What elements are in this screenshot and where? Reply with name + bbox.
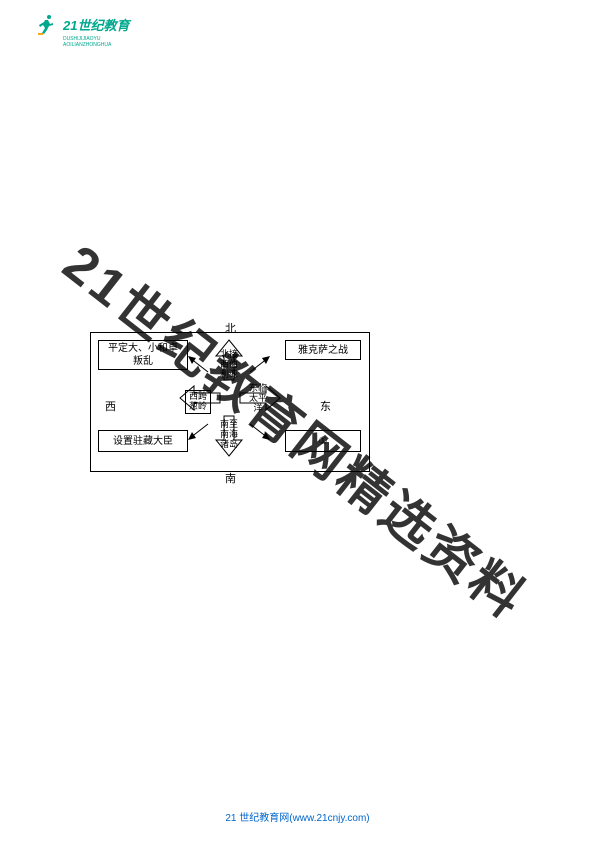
event-box-sw: 设置驻藏大臣 [98,430,188,452]
pointer-sw [188,422,210,440]
event-box-se: ① [285,430,361,452]
page-footer: 21 世纪教育网(www.21cnjy.com) [0,809,595,824]
logo-subtitle: DUSHIJIJIAOYU AOILIANZHONGHUA [63,36,129,48]
extent-east-label: 东临太平洋 [245,384,271,414]
extent-north-label: 北接西伯利亚 [217,350,241,380]
event-box-nw: 平定大、小和卓叛乱 [98,340,188,370]
logo-text: 21世纪教育 [63,15,129,34]
event-box-ne: 雅克萨之战 [285,340,361,360]
runner-icon [35,12,59,36]
direction-south-label: 南 [225,470,236,486]
extent-south-label: 南至南海诸岛 [217,420,241,450]
territory-diagram: 北 南 西 东 平定大、小和卓叛乱 雅克萨之战 设置驻藏大臣 ① 北 [90,320,370,480]
site-logo: 21世纪教育 DUSHIJIJIAOYU AOILIANZHONGHUA [35,12,129,36]
pointer-se [248,422,270,440]
pointer-ne [248,356,270,374]
extent-west-label: 西跨葱岭 [185,390,211,414]
pointer-nw [188,356,210,374]
